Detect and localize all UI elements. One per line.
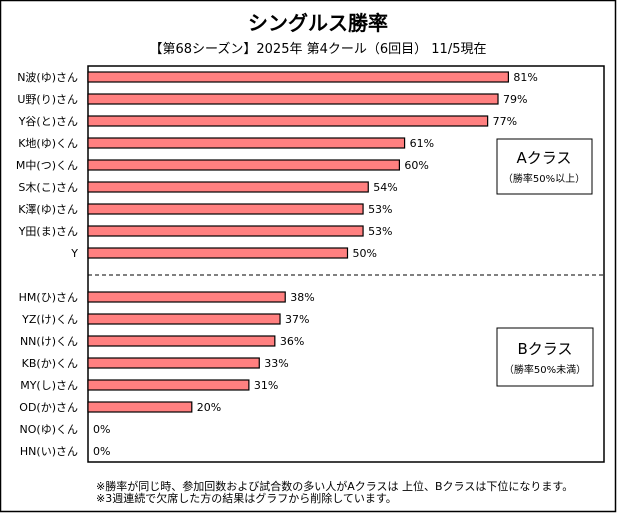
bar (87, 357, 260, 369)
chart-subtitle: 【第68シーズン】2025年 第4クール（6回目） 11/5現在 (150, 41, 487, 57)
bar (87, 115, 489, 127)
bar (87, 93, 499, 105)
legend-b-title: Bクラス (518, 340, 573, 358)
value-label: 79% (503, 93, 527, 106)
bar (87, 335, 276, 347)
value-label: 31% (254, 379, 278, 392)
category-label: NO(ゆ)くん (20, 423, 78, 436)
bar (87, 159, 400, 171)
category-label: Y田(ま)さん (18, 225, 78, 238)
category-label: U野(り)さん (17, 93, 78, 106)
category-label: K地(ゆ)くん (18, 137, 78, 150)
category-label: Y谷(と)さん (18, 115, 78, 128)
bar (87, 313, 281, 325)
category-label: M中(つ)くん (16, 159, 78, 172)
plot-area (87, 65, 605, 463)
value-label: 37% (285, 313, 309, 326)
category-labels-group: N波(ゆ)さん U野(り)さん Y谷(と)さん K地(ゆ)くん M中(つ)くん S木(こ)… (16, 71, 78, 458)
footnote-1: ※勝率が同じ時、参加回数および試合数の多い人がAクラスは 上位、Bクラスは下位に… (96, 479, 573, 493)
value-label: 36% (280, 335, 304, 348)
category-label: K澤(ゆ)さん (18, 203, 78, 216)
legend-a-title: Aクラス (517, 149, 572, 167)
value-label: 77% (493, 115, 517, 128)
footnote-2: ※3週連続で欠席した方の結果はグラフから削除しています。 (96, 491, 397, 505)
category-label: KB(か)くん (22, 357, 78, 370)
value-label: 0% (93, 445, 110, 458)
category-label: MY(し)さん (20, 379, 78, 392)
value-label: 50% (353, 247, 377, 260)
value-labels-group: 81% 79% 77% 61% 60% 54% 53% 53% 50% 38% 37% 36% 33% 3… (93, 71, 538, 458)
legend-b-box (496, 327, 594, 387)
category-label: S木(こ)さん (18, 181, 78, 194)
bar (87, 401, 193, 413)
bar (87, 203, 364, 215)
category-label: OD(か)さん (19, 401, 78, 414)
value-label: 33% (264, 357, 288, 370)
bars-group (87, 71, 509, 413)
value-label: 61% (410, 137, 434, 150)
legend-b-class: Bクラス （勝率50%未満） (496, 327, 594, 387)
bar (87, 379, 250, 391)
bar (87, 247, 349, 259)
bar (87, 137, 406, 149)
legend-a-box (496, 138, 593, 195)
category-label: HN(い)さん (20, 445, 78, 458)
category-label: NN(け)くん (20, 335, 78, 348)
bar (87, 225, 364, 237)
category-label: YZ(け)くん (21, 313, 78, 326)
bar (87, 291, 286, 303)
legend-a-class: Aクラス （勝率50%以上） (496, 138, 593, 195)
value-label: 60% (404, 159, 428, 172)
legend-b-note: （勝率50%未満） (504, 363, 586, 376)
legend-a-note: （勝率50%以上） (503, 172, 585, 185)
category-label: Y (70, 247, 78, 260)
category-label: HM(ひ)さん (19, 291, 78, 304)
category-label: N波(ゆ)さん (17, 71, 78, 84)
value-label: 54% (373, 181, 397, 194)
value-label: 53% (368, 225, 392, 238)
value-label: 0% (93, 423, 110, 436)
value-label: 53% (368, 203, 392, 216)
chart-title: シングルス勝率 (248, 11, 388, 35)
value-label: 38% (290, 291, 314, 304)
value-label: 81% (513, 71, 537, 84)
value-label: 20% (197, 401, 221, 414)
bar (87, 181, 369, 193)
bar (87, 71, 509, 83)
